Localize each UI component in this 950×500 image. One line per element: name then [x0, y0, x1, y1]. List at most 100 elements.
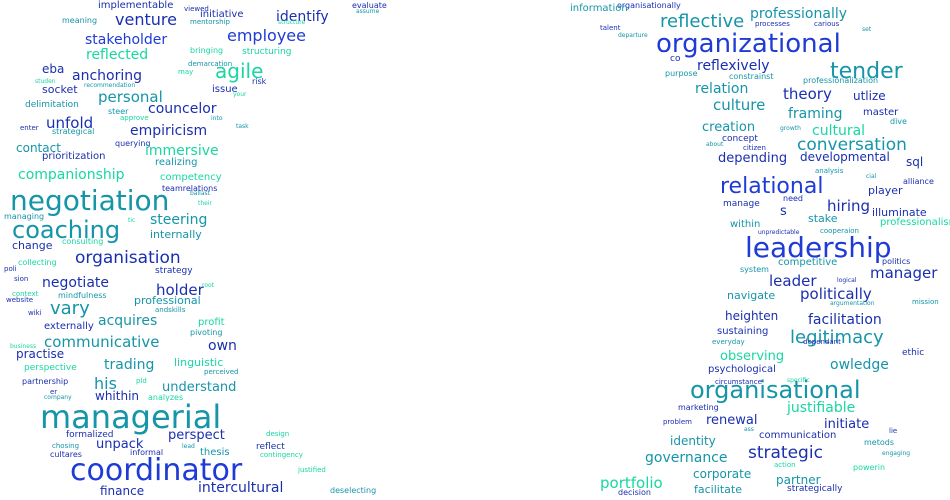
word-set: set	[862, 26, 872, 33]
word-need: need	[783, 194, 803, 203]
word-communication: communication	[759, 430, 836, 441]
word-manage: manage	[723, 199, 760, 209]
word-anchoring: anchoring	[72, 68, 142, 84]
word-negotiation: negotiation	[10, 184, 169, 217]
word-professionalization: professionalization	[803, 76, 878, 85]
word-initiate: initiate	[824, 417, 869, 432]
word-politically: politically	[800, 285, 872, 303]
word-mentorship: mentorship	[190, 18, 230, 26]
word-depending: depending	[718, 151, 787, 166]
word-justifiable: justifiable	[786, 400, 855, 416]
word-information: information	[570, 3, 628, 14]
word-portfolio: portfolio	[600, 474, 663, 492]
word-analysis: analysis	[815, 167, 844, 175]
word-strategy: strategy	[155, 266, 193, 276]
word-carious: carious	[814, 20, 840, 28]
word-competitive: competitive	[778, 257, 837, 268]
word-cooperaion: cooperaion	[820, 227, 859, 235]
word-ass: ass	[744, 426, 754, 433]
word-renewal: renewal	[706, 413, 758, 428]
word-linguistic: linguistic	[174, 356, 223, 369]
word-sustaining: sustaining	[717, 326, 768, 337]
word-everyday: everyday	[712, 338, 745, 346]
word-argumentation: argumentation	[830, 300, 875, 307]
word-steering: steering	[150, 212, 207, 228]
word-informal: informal	[130, 448, 163, 457]
word-organisational: organisational	[690, 376, 861, 404]
word-ethic: ethic	[902, 348, 924, 358]
word-identity: identity	[670, 434, 716, 448]
word-companionship: companionship	[18, 167, 125, 183]
word-stake: stake	[808, 212, 838, 225]
word-partnership: partnership	[22, 377, 68, 386]
word-growth: growth	[780, 125, 801, 132]
word-hiring: hiring	[827, 197, 870, 215]
word-immersive: immersive	[145, 143, 219, 159]
word-design: design	[266, 430, 289, 438]
word-er: er	[50, 388, 57, 396]
word-their: their	[198, 200, 213, 207]
word-leader: leader	[769, 272, 817, 290]
word-negotiate: negotiate	[42, 275, 109, 291]
word-processes: processes	[755, 20, 790, 28]
word-partner: partner	[776, 473, 821, 487]
word-developmental: developmental	[800, 150, 890, 164]
word-personal: personal	[98, 88, 163, 106]
word-reflect: reflect	[256, 442, 285, 452]
word-demarcation: demarcation	[188, 60, 232, 68]
word-steer: steer	[108, 107, 129, 116]
word-politics: politics	[882, 257, 910, 266]
word-recommendation: recommendation	[84, 82, 135, 89]
word-employee: employee	[227, 26, 306, 45]
word-perceived: perceived	[204, 368, 238, 376]
word-externally: externally	[44, 321, 94, 332]
word-empiricism: empiricism	[130, 123, 207, 139]
word-problem: problem	[663, 418, 692, 426]
word-strategically: strategically	[787, 484, 843, 494]
word-facilitation: facilitation	[808, 312, 882, 328]
word-identify: identify	[276, 9, 329, 25]
word-manager: manager	[870, 264, 938, 282]
word-alliance: alliance	[903, 177, 934, 186]
word-action: action	[774, 461, 796, 469]
word-citizen: citizen	[743, 144, 766, 152]
word-acquires: acquires	[98, 313, 157, 329]
word-venture: venture	[115, 10, 177, 29]
word-competency: competency	[160, 172, 222, 183]
word-strategical: strategical	[52, 127, 94, 136]
word-assume: assume	[356, 8, 380, 15]
word-task: task	[236, 123, 249, 130]
word-strategic: strategic	[748, 443, 823, 463]
word-reflected: reflected	[86, 47, 148, 63]
word-creation: creation	[702, 120, 755, 135]
word-within: within	[730, 219, 760, 230]
word-own: own	[208, 338, 237, 354]
word-sion: sion	[14, 275, 28, 283]
word-contact: contact	[16, 141, 61, 155]
word-wiki: wiki	[28, 309, 42, 317]
word-structure: structure	[278, 19, 306, 26]
word-socket: socket	[42, 83, 78, 96]
word-marketing: marketing	[678, 403, 719, 412]
word-councelor: councelor	[148, 101, 217, 117]
word-powerin: powerin	[853, 463, 885, 472]
word-pivoting: pivoting	[190, 328, 222, 337]
word-coordinator: coordinator	[70, 453, 243, 488]
word-context: context	[12, 290, 39, 298]
word-relation: relation	[695, 81, 748, 97]
word-observing: observing	[720, 349, 784, 364]
word-querying: querying	[115, 139, 150, 148]
word-website: website	[6, 296, 33, 304]
word-organisation: organisation	[75, 248, 181, 268]
word-sql: sql	[906, 155, 923, 169]
word-unpack: unpack	[96, 437, 144, 452]
word-talent: talent	[600, 24, 621, 32]
word-formalized: formalized	[66, 430, 113, 440]
word-perspective: perspective	[24, 363, 77, 373]
word-metods: metods	[864, 438, 894, 447]
word-navigate: navigate	[727, 289, 775, 302]
word-about: about	[706, 141, 724, 148]
word-theory: theory	[783, 85, 832, 103]
word-communicative: communicative	[44, 333, 159, 351]
